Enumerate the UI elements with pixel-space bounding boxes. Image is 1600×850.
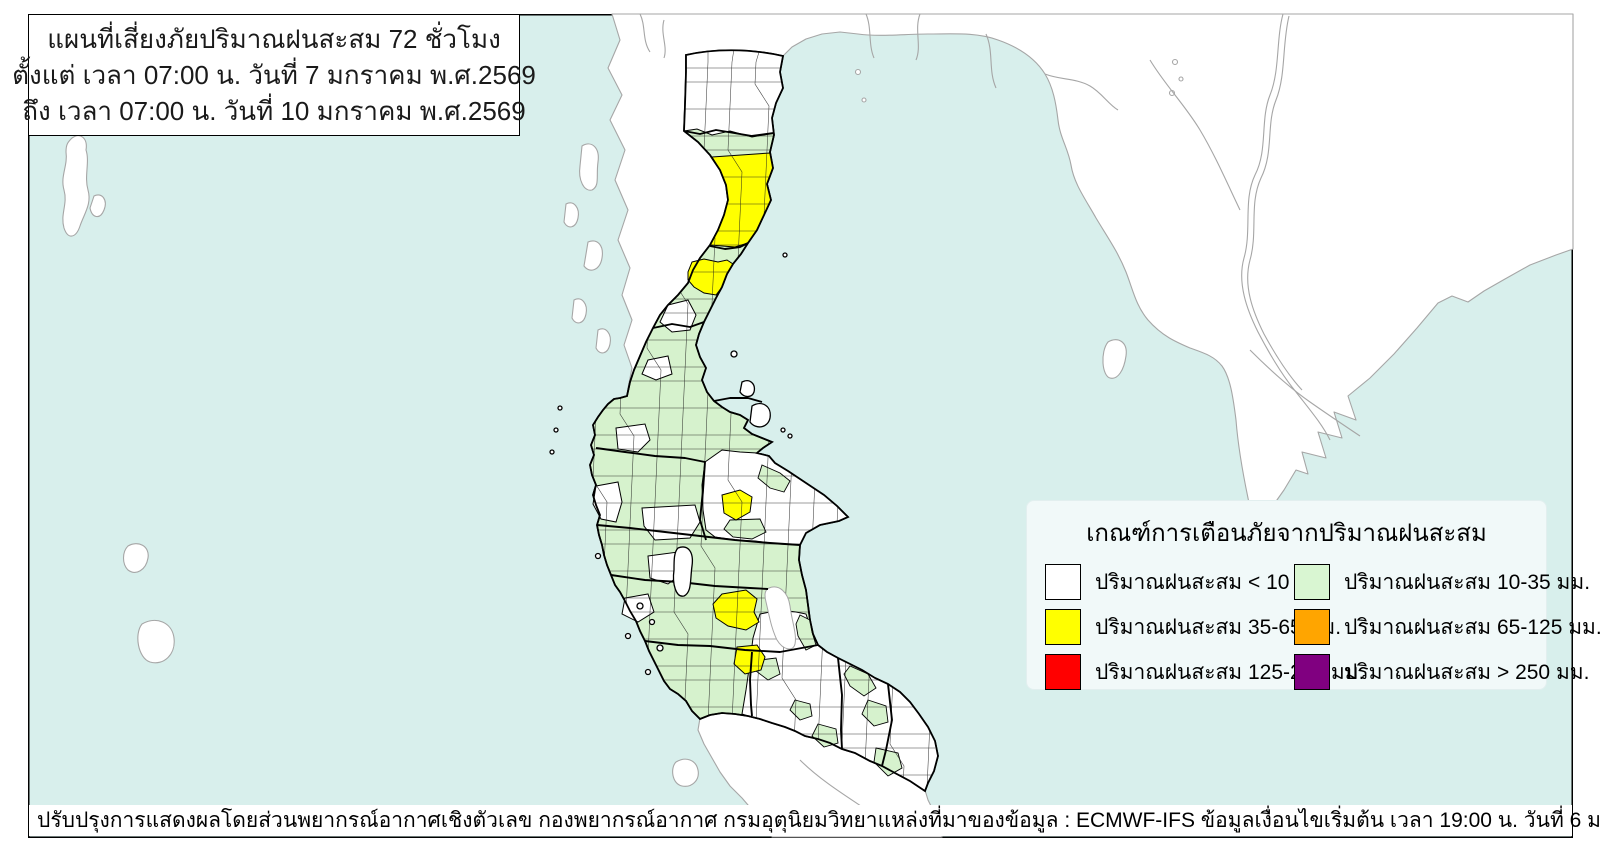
island <box>563 202 579 228</box>
island <box>122 543 149 573</box>
legend-swatch-10-35 <box>1294 564 1330 600</box>
legend-label: ปริมาณฝนสะสม 10-35 มม. <box>1344 570 1591 594</box>
songkhla-lake <box>764 586 796 650</box>
legend-swatch-gt-250 <box>1294 654 1330 690</box>
legend: เกณฑ์การเตือนภัยจากปริมาณฝนสะสม ปริมาณฝน… <box>1026 500 1600 690</box>
island <box>549 449 555 455</box>
island <box>782 252 788 258</box>
legend-item-125-250: ปริมาณฝนสะสม 125-250 มม. <box>1045 654 1364 690</box>
footer-data-source: แหล่งที่มาของข้อมูล : ECMWF-IFS ข้อมูลเง… <box>877 809 1600 832</box>
admin-border <box>639 13 651 53</box>
legend-title: เกณฑ์การเตือนภัยจากปริมาณฝนสะสม <box>1086 520 1487 547</box>
island <box>571 298 587 324</box>
islet <box>1171 58 1179 66</box>
island <box>648 618 656 626</box>
admin-border <box>662 19 666 59</box>
island <box>749 403 771 428</box>
island <box>583 240 603 271</box>
islet <box>854 68 862 76</box>
province-borders <box>595 129 893 767</box>
legend-swatch-65-125 <box>1294 609 1330 645</box>
island <box>557 405 563 411</box>
legend-item-65-125: ปริมาณฝนสะสม 65-125 มม. <box>1294 609 1600 645</box>
map-title-line2: ตั้งแต่ เวลา 07:00 น. วันที่ 7 มกราคม พ.… <box>12 60 536 90</box>
admin-border <box>915 13 921 61</box>
islet <box>861 97 867 103</box>
map-title-line3: ถึง เวลา 07:00 น. วันที่ 10 มกราคม พ.ศ.2… <box>22 96 526 126</box>
delta-branch <box>1249 349 1361 437</box>
admin-border <box>865 13 875 59</box>
footer-bar: ปรับปรุงการแสดงผลโดยส่วนพยากรณ์อากาศเชิง… <box>29 805 1600 836</box>
legend-item-lt-10: ปริมาณฝนสะสม < 10 มม. <box>1045 564 1329 600</box>
admin-border <box>985 33 997 89</box>
legend-label: ปริมาณฝนสะสม < 10 มม. <box>1095 570 1329 594</box>
island <box>594 552 602 560</box>
legend-swatch-125-250 <box>1045 654 1081 690</box>
map-title-box: แผนที่เสี่ยงภัยปริมาณฝนสะสม 72 ชั่วโมง ต… <box>12 14 536 136</box>
island <box>730 350 738 358</box>
island <box>672 758 699 787</box>
map-title-line1: แผนที่เสี่ยงภัยปริมาณฝนสะสม 72 ชั่วโมง <box>47 24 501 54</box>
island <box>579 143 599 191</box>
legend-item-10-35: ปริมาณฝนสะสม 10-35 มม. <box>1294 564 1600 600</box>
legend-swatch-35-65 <box>1045 609 1081 645</box>
legend-label: ปริมาณฝนสะสม 35-65 มม. <box>1095 615 1342 639</box>
island <box>62 135 90 237</box>
rivers-and-borders <box>639 13 1361 813</box>
footer-credit: ปรับปรุงการแสดงผลโดยส่วนพยากรณ์อากาศเชิง… <box>37 809 878 832</box>
legend-label: ปริมาณฝนสะสม 65-125 มม. <box>1344 615 1600 639</box>
island <box>89 194 106 218</box>
legend-grid: ปริมาณฝนสะสม < 10 มม. ปริมาณฝนสะสม 10-35… <box>1045 564 1600 690</box>
legend-item-gt-250: ปริมาณฝนสะสม > 250 มม. <box>1294 654 1600 690</box>
legend-item-35-65: ปริมาณฝนสะสม 35-65 มม. <box>1045 609 1341 645</box>
island <box>656 644 664 652</box>
mekong-river <box>1247 15 1303 391</box>
legend-label: ปริมาณฝนสะสม > 250 มม. <box>1344 660 1590 684</box>
admin-border <box>1044 73 1119 111</box>
district-yellow-areas <box>687 152 774 675</box>
island <box>780 427 786 433</box>
island <box>636 602 644 610</box>
tonle-river <box>1149 59 1241 211</box>
phuket-island <box>672 546 694 597</box>
island <box>137 620 175 664</box>
island <box>595 328 611 354</box>
island <box>1102 339 1127 379</box>
island <box>624 632 632 640</box>
island <box>787 433 793 439</box>
island <box>553 427 559 433</box>
islet <box>1178 76 1184 82</box>
island <box>739 380 756 398</box>
legend-swatch-lt-10 <box>1045 564 1081 600</box>
island <box>644 668 652 676</box>
thai-islands <box>549 252 793 676</box>
